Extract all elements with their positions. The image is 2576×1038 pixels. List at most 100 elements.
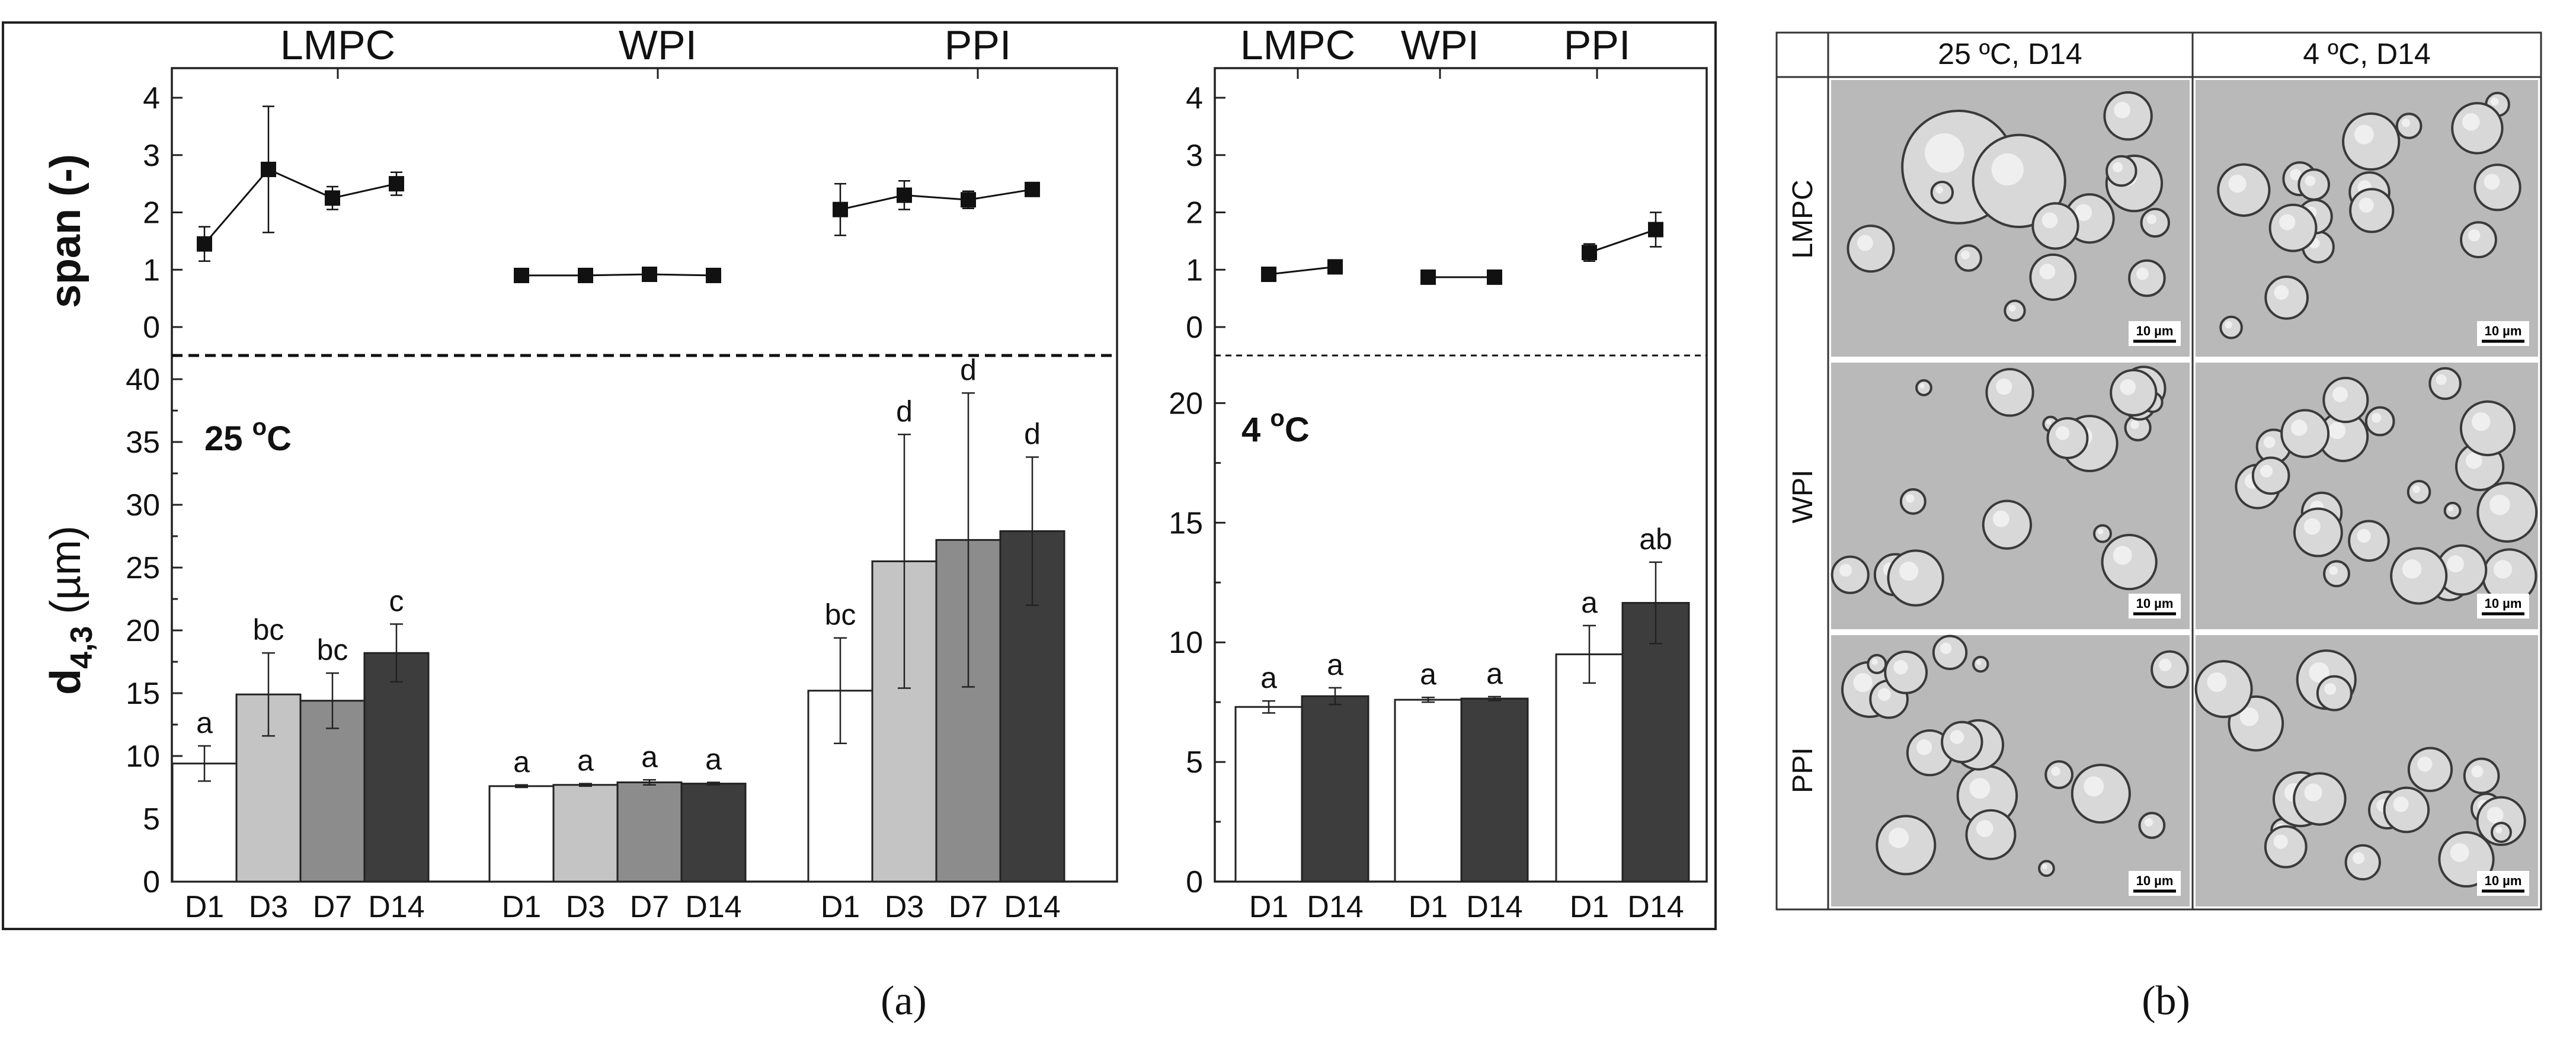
span-point-lmpc-d14-4c — [1327, 259, 1343, 275]
span-axis-label: span (-) — [42, 154, 89, 308]
micrograph-row-label-lmpc: LMPC — [1787, 180, 1819, 258]
droplet — [2138, 812, 2166, 840]
significance-letter-ppi-d7-25c: d — [960, 353, 977, 386]
droplet-highlight — [2263, 436, 2276, 448]
droplet — [1941, 720, 1983, 764]
droplet — [2264, 275, 2309, 320]
droplet-highlight — [2393, 796, 2409, 812]
d43-tick-label-4c: 20 — [1169, 386, 1203, 421]
droplet — [2383, 786, 2430, 834]
droplet — [1884, 650, 1928, 694]
scale-bar-label: 10 µm — [2485, 323, 2522, 338]
d43-bar-lmpc-d1-4c — [1234, 706, 1303, 883]
d43-tick-label-25c: 0 — [143, 865, 160, 899]
droplet-highlight — [2329, 566, 2338, 575]
droplet — [1972, 655, 1989, 673]
droplet-highlight — [2274, 285, 2289, 300]
droplet-highlight — [1877, 688, 1891, 701]
micrograph-row-label-wpi: WPI — [1787, 470, 1819, 524]
significance-letter-wpi-d1-4c: a — [1420, 658, 1436, 691]
span-tick-label-25c: 4 — [143, 81, 160, 116]
d43-bar-wpi-d14-4c — [1460, 697, 1529, 883]
droplet-highlight — [2490, 97, 2499, 106]
group-label-ppi-4c: PPI — [1564, 22, 1631, 68]
droplet-highlight — [1906, 494, 1915, 503]
x-tick-label-lmpc-d14-25c: D14 — [368, 890, 424, 924]
d43-bar-lmpc-d14-4c — [1301, 695, 1369, 883]
span-line-lmpc-25c — [203, 168, 397, 245]
droplet-highlight — [1871, 658, 1878, 665]
droplet — [2029, 253, 2077, 301]
scale-bar-label: 10 µm — [2485, 596, 2522, 611]
temp-label-25c: 25 oC — [204, 414, 292, 458]
span-tick-label-4c: 1 — [1186, 253, 1203, 287]
droplet — [1965, 809, 2017, 860]
significance-letter-lmpc-d1-25c: a — [196, 706, 213, 739]
droplet — [2390, 547, 2448, 605]
d43-bar-lmpc-d14-25c — [363, 652, 430, 883]
droplet-highlight — [2436, 374, 2447, 385]
span-point-wpi-d14-4c — [1487, 269, 1502, 285]
droplet-highlight — [2309, 662, 2329, 683]
group-label-lmpc-4c: LMPC — [1240, 22, 1355, 68]
droplet — [2038, 860, 2055, 877]
droplet — [1847, 225, 1895, 273]
droplet-highlight — [1893, 659, 1908, 675]
droplet — [2293, 772, 2347, 826]
droplet-highlight — [2468, 229, 2481, 242]
significance-letter-ppi-d1-25c: bc — [825, 598, 856, 632]
span-point-wpi-d3-25c — [578, 267, 593, 283]
droplet — [2194, 660, 2253, 719]
droplet — [1954, 244, 1982, 272]
x-tick-label-ppi-d14-25c: D14 — [1004, 890, 1060, 924]
span-point-wpi-d7-25c — [642, 266, 657, 282]
droplet-highlight — [2303, 518, 2321, 535]
micrograph-col-header-4c: 4 ºC, D14 — [2303, 37, 2431, 71]
droplet-highlight — [1919, 383, 1925, 389]
droplet-highlight — [2353, 852, 2365, 864]
d43-bar-wpi-d7-25c — [616, 781, 683, 883]
span-line-ppi-4c — [1589, 229, 1656, 254]
droplet-highlight — [1925, 133, 1964, 173]
micrograph-images: 10 µm 10 µm 10 µm 10 µm 10 µm 10 µm — [1831, 80, 2538, 906]
droplet — [2443, 501, 2462, 520]
droplet-highlight — [2402, 559, 2422, 579]
droplet-highlight — [2372, 413, 2382, 423]
droplet-highlight — [1857, 235, 1873, 251]
significance-letter-ppi-d3-25c: d — [896, 395, 913, 428]
d43-tick-label-25c: 35 — [126, 425, 160, 460]
significance-letter-lmpc-d14-4c: a — [1327, 648, 1343, 681]
droplet — [1876, 815, 1937, 876]
droplet-highlight — [2305, 175, 2316, 187]
droplet — [2342, 112, 2401, 171]
droplet-highlight — [2260, 464, 2273, 478]
d43-bar-wpi-d1-25c — [488, 785, 555, 883]
droplet — [2140, 207, 2170, 238]
droplet — [2128, 259, 2166, 297]
droplet-highlight — [2290, 169, 2302, 181]
droplet-highlight — [2114, 101, 2131, 118]
droplet — [2103, 91, 2153, 141]
d43-tick-label-25c: 25 — [126, 551, 160, 585]
droplet-highlight — [2039, 264, 2056, 280]
significance-letter-wpi-d1-25c: a — [513, 745, 530, 778]
droplet — [1930, 180, 1954, 204]
droplet-highlight — [1940, 642, 1952, 655]
droplet-highlight — [2146, 214, 2157, 225]
droplet — [2110, 369, 2158, 417]
droplet-highlight — [1888, 827, 1909, 848]
droplet-highlight — [1991, 153, 2024, 186]
span-point-lmpc-d14-25c — [389, 176, 404, 192]
significance-letter-wpi-d14-25c: a — [705, 743, 722, 776]
micrograph-table: 25 ºC, D14 4 ºC, D14 LMPC WPI PPI 10 µm 1… — [1775, 31, 2542, 911]
d43-tick-label-25c: 40 — [126, 363, 160, 397]
droplet-highlight — [1839, 563, 1852, 577]
span-point-wpi-d1-4c — [1420, 269, 1436, 285]
droplet-highlight — [2112, 162, 2123, 172]
x-tick-label-wpi-d7-25c: D7 — [630, 890, 669, 924]
d43-tick-label-25c: 10 — [126, 739, 160, 774]
droplet — [2297, 168, 2330, 201]
droplet-highlight — [2484, 174, 2500, 190]
significance-letter-lmpc-d14-25c: c — [389, 584, 404, 617]
d43-bar-wpi-d14-25c — [680, 783, 747, 883]
